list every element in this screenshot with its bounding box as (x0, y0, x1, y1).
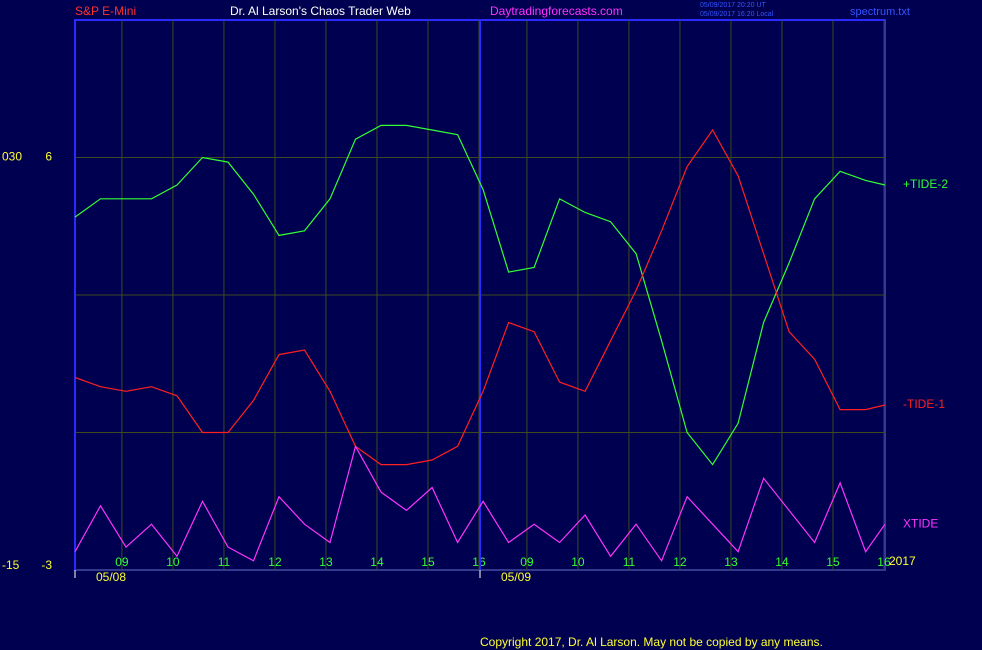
x-tick-label: 14 (775, 555, 789, 569)
site-title: Dr. Al Larson's Chaos Trader Web (230, 4, 411, 18)
x-tick-label: 09 (520, 555, 534, 569)
x-tick-label: 15 (421, 555, 435, 569)
y-tick-label: -3 (41, 558, 52, 572)
y-tick-label: 6 (45, 150, 52, 164)
series-line (74, 128, 886, 466)
y2-tick-label: -15 (2, 558, 20, 572)
y2-tick-label: 030 (2, 150, 22, 164)
x-tick-label: 13 (319, 555, 333, 569)
timestamp-local: 05/09/2017 16:20 Local (700, 11, 774, 18)
series-line (74, 444, 886, 563)
timestamp-ut: 05/09/2017 20:20 UT (700, 2, 766, 9)
series-label: -TIDE-1 (903, 397, 945, 411)
x-tick-label: 09 (115, 555, 129, 569)
series-line (74, 124, 886, 466)
x-tick-label: 10 (571, 555, 585, 569)
x-tick-label: 15 (826, 555, 840, 569)
series-label: +TIDE-2 (903, 177, 948, 191)
year-label: 2017 (889, 554, 916, 568)
copyright: Copyright 2017, Dr. Al Larson. May not b… (480, 635, 823, 649)
file-name: spectrum.txt (850, 6, 910, 18)
date-label: 05/09 (501, 570, 531, 584)
x-tick-label: 14 (370, 555, 384, 569)
instrument: S&P E-Mini (75, 4, 136, 18)
series-label: XTIDE (903, 516, 938, 530)
x-tick-label: 13 (724, 555, 738, 569)
x-tick-label: 16 (877, 555, 891, 569)
x-tick-label: 11 (218, 555, 231, 569)
x-tick-label: 11 (623, 555, 636, 569)
x-tick-label: 12 (268, 555, 282, 569)
site-url: Daytradingforecasts.com (490, 4, 623, 18)
date-label: 05/08 (96, 570, 126, 584)
x-tick-label: 12 (673, 555, 687, 569)
x-tick-label: 10 (166, 555, 180, 569)
